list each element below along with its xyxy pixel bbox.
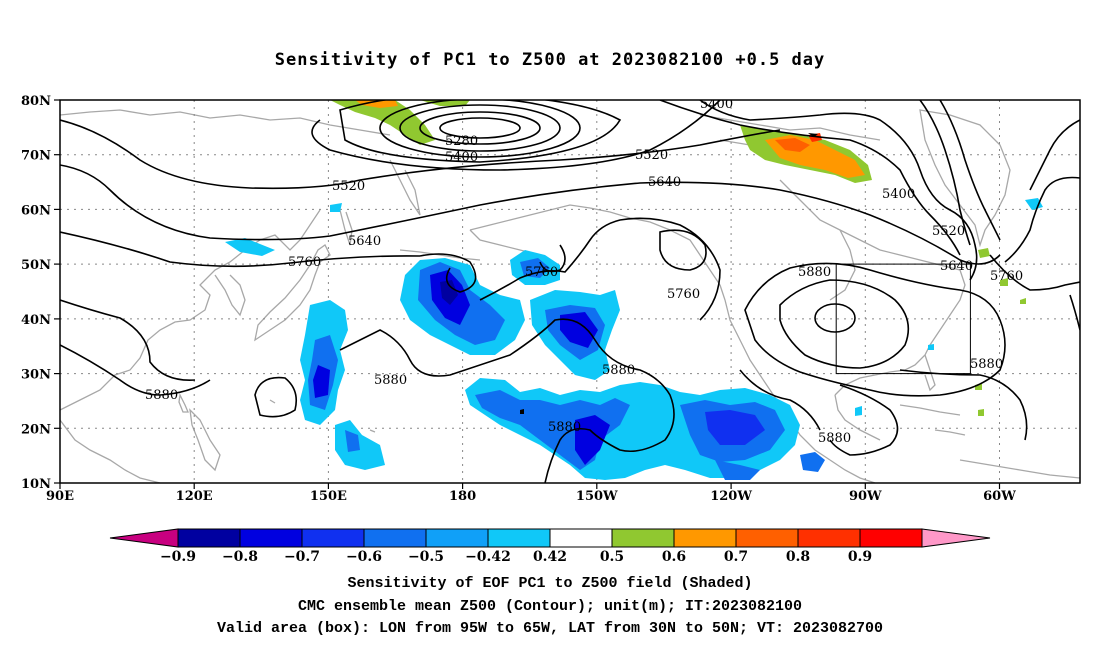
lat-tick-label: 70N	[21, 149, 51, 164]
contour-label: 5880	[798, 265, 831, 280]
contour-label: 5760	[288, 255, 321, 270]
colorbar-segment	[487, 528, 551, 548]
colorbar-segment	[921, 528, 991, 548]
lat-tick-label: 40N	[21, 313, 51, 328]
colorbar-segment	[239, 528, 303, 548]
contour-label: 5520	[932, 224, 965, 239]
latitude-labels: 80N 70N 60N 50N 40N 30N 20N 10N	[21, 94, 51, 492]
contour-label: 5880	[548, 420, 581, 435]
lon-tick-label: 120W	[710, 489, 752, 504]
caption-shaded: Sensitivity of EOF PC1 to Z500 field (Sh…	[347, 575, 753, 592]
lon-tick-label: 180	[449, 489, 476, 504]
lat-tick-label: 50N	[21, 258, 51, 273]
colorbar-tick-label: −0.9	[160, 549, 196, 565]
lat-lon-grid	[60, 100, 1080, 483]
colorbar-segment	[425, 528, 489, 548]
contour-label: 5880	[374, 373, 407, 388]
colorbar	[109, 528, 991, 548]
lon-tick-label: 90W	[849, 489, 882, 504]
colorbar-tick-label: −0.7	[284, 549, 320, 565]
contour-label: 5520	[635, 148, 668, 163]
caption-valid-area: Valid area (box): LON from 95W to 65W, L…	[216, 620, 884, 637]
lat-tick-label: 20N	[21, 422, 51, 437]
contour-label: 5400	[700, 97, 733, 112]
lat-tick-label: 60N	[21, 203, 51, 218]
colorbar-tick-label: −0.42	[465, 549, 511, 565]
contour-label: 5760	[525, 265, 558, 280]
coastlines	[60, 109, 1080, 483]
map-title: Sensitivity of PC1 to Z500 at 2023082100…	[274, 50, 826, 70]
caption-contour: CMC ensemble mean Z500 (Contour); unit(m…	[297, 598, 803, 615]
colorbar-segment	[549, 528, 613, 548]
valid-area-box	[835, 263, 971, 375]
lon-tick-label: 150W	[576, 489, 618, 504]
positive-sensitivity-shading	[330, 100, 1026, 416]
colorbar-segment	[673, 528, 737, 548]
map-frame	[59, 99, 1081, 484]
colorbar-tick-label: 0.6	[662, 549, 686, 565]
contour-label: 5880	[145, 388, 178, 403]
contour-label: 5400	[445, 150, 478, 165]
contour-label: 5640	[648, 175, 681, 190]
colorbar-segment	[859, 528, 923, 548]
longitude-labels: 90E 120E 150E 180 150W 120W 90W 60W	[46, 489, 1016, 504]
colorbar-tick-label: 0.7	[724, 549, 748, 565]
colorbar-segment	[109, 528, 179, 548]
colorbar-tick-label: 0.42	[533, 549, 567, 565]
colorbar-segment	[177, 528, 241, 548]
colorbar-labels: −0.9 −0.8 −0.7 −0.6 −0.5 −0.42 0.42 0.5 0.6 0.7 0.…	[160, 549, 872, 565]
colorbar-segment	[363, 528, 427, 548]
colorbar-segment	[301, 528, 365, 548]
contour-label: 5760	[990, 269, 1023, 284]
colorbar-segment	[735, 528, 799, 548]
contour-label: 5880	[970, 357, 1003, 372]
colorbar-tick-label: −0.8	[222, 549, 258, 565]
axis-ticks	[54, 99, 1001, 489]
contour-label: 5880	[818, 431, 851, 446]
contour-label: 5760	[667, 287, 700, 302]
lat-tick-label: 30N	[21, 368, 51, 383]
lon-tick-label: 150E	[310, 489, 347, 504]
colorbar-tick-label: 0.9	[848, 549, 872, 565]
colorbar-segment	[797, 528, 861, 548]
contour-labels: 5400 5280 5400 5520 5520 5640 5400 5520 …	[145, 97, 1023, 446]
contour-label: 5280	[445, 134, 478, 149]
lon-tick-label: 60W	[983, 489, 1016, 504]
colorbar-tick-label: 0.8	[786, 549, 810, 565]
contour-label: 5880	[602, 363, 635, 378]
colorbar-tick-label: −0.6	[346, 549, 382, 565]
negative-sensitivity-shading	[225, 198, 1043, 480]
lat-tick-label: 80N	[21, 94, 51, 109]
z500-contours	[60, 100, 1080, 483]
contour-label: 5640	[348, 234, 381, 249]
lon-tick-label: 120E	[176, 489, 213, 504]
lat-tick-label: 10N	[21, 477, 51, 492]
lon-tick-label: 90E	[46, 489, 74, 504]
colorbar-tick-label: −0.5	[408, 549, 444, 565]
contour-label: 5400	[882, 187, 915, 202]
contour-label: 5520	[332, 179, 365, 194]
contour-label: 5640	[940, 259, 973, 274]
colorbar-tick-label: 0.5	[600, 549, 624, 565]
colorbar-segment	[611, 528, 675, 548]
